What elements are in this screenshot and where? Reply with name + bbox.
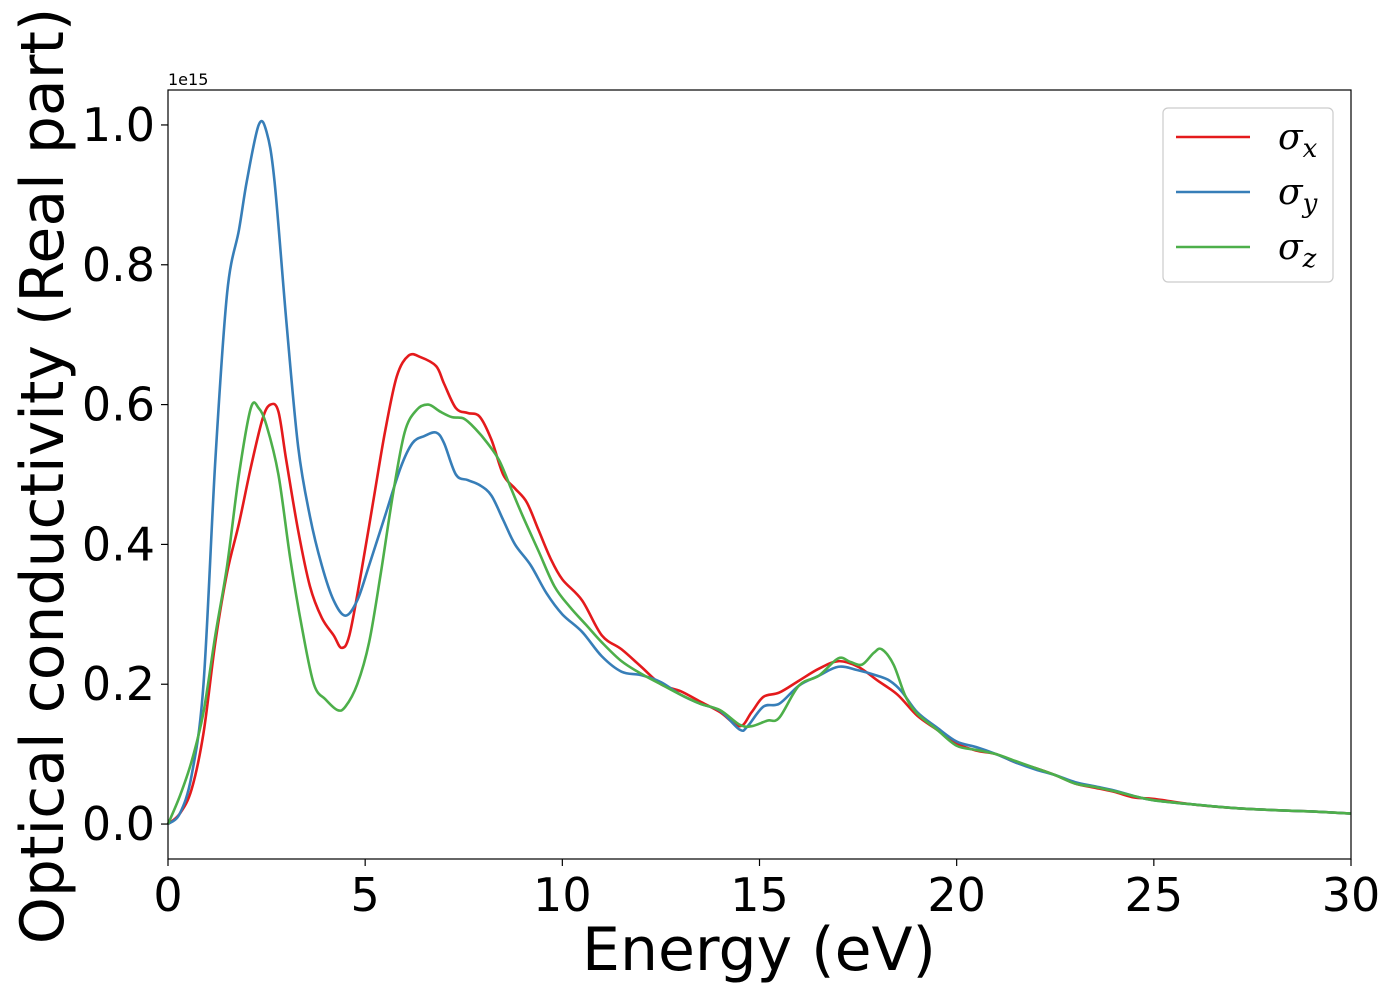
x-tick-label: 5 [351, 868, 380, 922]
plot-lines [166, 119, 1352, 826]
legend-label-y: σy [1278, 172, 1318, 219]
legend-label-z: σz [1278, 227, 1317, 274]
y-offset-label: 1e15 [168, 70, 208, 89]
x-axis-ticks: 0 5 10 15 20 25 30 [153, 859, 1380, 922]
legend-label-x: σx [1278, 117, 1318, 164]
x-tick-label: 10 [533, 868, 592, 922]
x-tick-label: 15 [730, 868, 789, 922]
y-tick-label: 0.4 [82, 517, 155, 571]
legend: σx σy σz [1162, 107, 1334, 283]
x-axis-label: Energy (eV) [582, 915, 936, 985]
x-tick-label: 20 [927, 868, 986, 922]
x-tick-label: 25 [1125, 868, 1184, 922]
y-axis-label: Optical conductivity (Real part) [8, 8, 78, 945]
y-axis-ticks: 0.0 0.2 0.4 0.6 0.8 1.0 [82, 98, 168, 851]
y-tick-label: 0.6 [82, 378, 155, 432]
x-tick-label: 30 [1322, 868, 1381, 922]
legend-box [1162, 107, 1334, 283]
y-tick-label: 0.8 [82, 238, 155, 292]
y-tick-label: 0.2 [82, 657, 155, 711]
x-tick-label: 0 [153, 868, 182, 922]
y-tick-label: 1.0 [82, 98, 155, 152]
series-line-y [167, 119, 1352, 826]
series-line-z [166, 401, 1352, 825]
y-tick-label: 0.0 [82, 797, 155, 851]
